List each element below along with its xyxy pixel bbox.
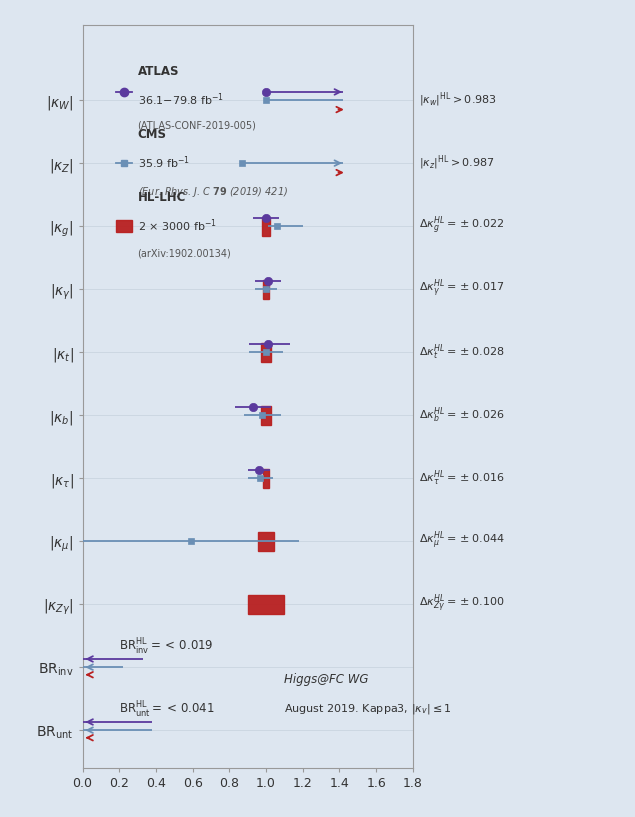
Text: 2 $\times$ 3000 fb$^{-1}$: 2 $\times$ 3000 fb$^{-1}$: [138, 218, 217, 234]
Text: (ATLAS-CONF-2019-005): (ATLAS-CONF-2019-005): [138, 120, 257, 130]
Bar: [263, 469, 269, 488]
Text: $\Delta\kappa_{Z\gamma}^{HL} = \pm 0.100$: $\Delta\kappa_{Z\gamma}^{HL} = \pm 0.100…: [419, 593, 505, 615]
Bar: [261, 342, 271, 362]
Bar: [116, 220, 132, 232]
Text: $\Delta\kappa_b^{HL} = \pm 0.026$: $\Delta\kappa_b^{HL} = \pm 0.026$: [419, 405, 505, 425]
Text: CMS: CMS: [138, 128, 166, 141]
Text: $\Delta\kappa_g^{HL} = \pm 0.022$: $\Delta\kappa_g^{HL} = \pm 0.022$: [419, 215, 504, 237]
Text: $|\kappa_w|^{\mathrm{HL}} > 0.983$: $|\kappa_w|^{\mathrm{HL}} > 0.983$: [419, 91, 497, 109]
Text: HL-LHC: HL-LHC: [138, 191, 186, 204]
Text: $\Delta\kappa_\mu^{HL} = \pm 0.044$: $\Delta\kappa_\mu^{HL} = \pm 0.044$: [419, 530, 505, 552]
Text: ATLAS: ATLAS: [138, 65, 179, 78]
Bar: [263, 279, 269, 298]
Text: 36.1$-$79.8 fb$^{-1}$: 36.1$-$79.8 fb$^{-1}$: [138, 92, 224, 109]
Text: $\Delta\kappa_\tau^{HL} = \pm 0.016$: $\Delta\kappa_\tau^{HL} = \pm 0.016$: [419, 468, 505, 488]
Text: $\Delta\kappa_t^{HL} = \pm 0.028$: $\Delta\kappa_t^{HL} = \pm 0.028$: [419, 342, 505, 362]
Text: $\mathrm{BR_{inv}^{HL}} = <\,0.019$: $\mathrm{BR_{inv}^{HL}} = <\,0.019$: [119, 637, 214, 657]
Bar: [261, 406, 271, 425]
Text: August 2019. Kappa3, $|\kappa_v| \leq 1$: August 2019. Kappa3, $|\kappa_v| \leq 1$: [284, 702, 452, 716]
Text: $\Delta\kappa_\gamma^{HL} = \pm 0.017$: $\Delta\kappa_\gamma^{HL} = \pm 0.017$: [419, 278, 504, 300]
Bar: [258, 532, 274, 551]
Text: 35.9 fb$^{-1}$: 35.9 fb$^{-1}$: [138, 155, 190, 172]
Bar: [248, 595, 284, 614]
Bar: [262, 217, 270, 235]
Text: (arXiv:1902.00134): (arXiv:1902.00134): [138, 248, 231, 258]
Text: $\mathrm{BR_{unt}^{HL}} = <\,0.041$: $\mathrm{BR_{unt}^{HL}} = <\,0.041$: [119, 700, 215, 720]
Text: Higgs@FC WG: Higgs@FC WG: [284, 673, 369, 686]
Text: $|\kappa_z|^{\mathrm{HL}} > 0.987$: $|\kappa_z|^{\mathrm{HL}} > 0.987$: [419, 154, 495, 172]
Text: (Eur. Phys. J. C $\mathbf{79}$ (2019) 421): (Eur. Phys. J. C $\mathbf{79}$ (2019) 42…: [138, 185, 288, 199]
